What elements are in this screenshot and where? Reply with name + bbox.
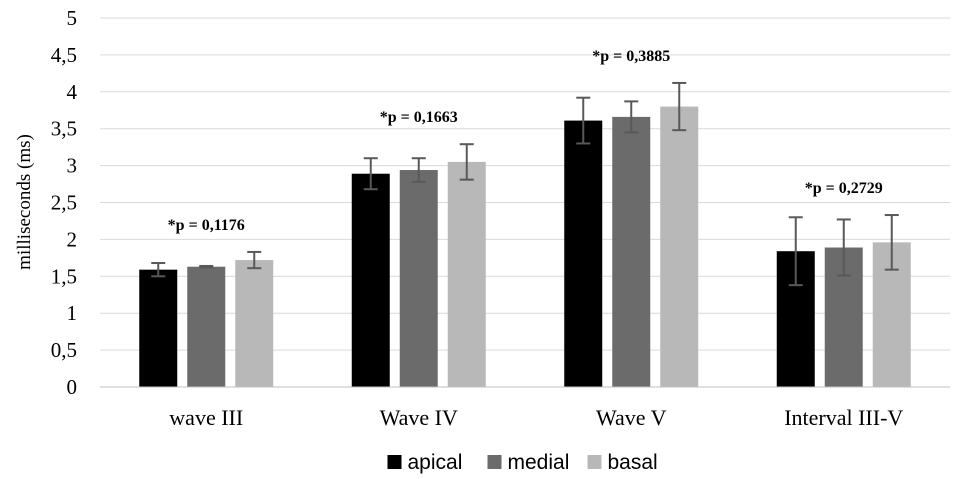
- bars: [139, 106, 911, 387]
- y-tick-label: 5: [67, 6, 78, 30]
- x-axis-categories: wave III Wave IV Wave V Interval III-V: [169, 405, 903, 430]
- x-category-label: Wave IV: [380, 405, 458, 430]
- y-tick-label: 1: [67, 301, 78, 325]
- annotations: *p = 0,1176 *p = 0,1663 *p = 0,3885 *p = 0,…: [168, 48, 883, 234]
- bar-medial: [399, 170, 438, 387]
- p-value-annotation: *p = 0,1663: [380, 109, 458, 126]
- bar-basal: [235, 260, 274, 387]
- x-category-label: Wave V: [596, 405, 667, 430]
- y-tick-label: 0,5: [51, 338, 77, 362]
- y-tick-label: 0: [67, 375, 78, 399]
- legend-swatch-basal: [587, 455, 602, 469]
- legend-swatch-apical: [387, 455, 402, 469]
- bar-medial: [612, 116, 651, 387]
- bar-medial: [187, 266, 226, 387]
- y-tick-label: 2: [67, 227, 78, 251]
- bar-apical: [139, 269, 178, 387]
- legend: apical medial basal: [387, 451, 658, 474]
- p-value-annotation: *p = 0,1176: [168, 217, 245, 234]
- y-tick-label: 1,5: [51, 264, 77, 288]
- y-tick-label: 3: [67, 154, 78, 178]
- bar-apical: [564, 120, 603, 387]
- x-category-label: Interval III-V: [784, 405, 903, 430]
- p-value-annotation: *p = 0,3885: [592, 48, 670, 65]
- bar-basal: [447, 161, 486, 387]
- error-bars: [151, 81, 899, 287]
- legend-label-medial: medial: [508, 451, 570, 474]
- legend-label-basal: basal: [608, 451, 658, 474]
- y-tick-label: 3,5: [51, 117, 77, 141]
- y-tick-label: 4,5: [51, 43, 77, 67]
- y-axis-ticks: 0 0,5 1 1,5 2 2,5 3 3,5 4 4,5 5: [51, 6, 78, 399]
- y-tick-label: 4: [67, 80, 78, 104]
- y-tick-label: 2,5: [51, 191, 77, 215]
- legend-swatch-medial: [487, 455, 502, 469]
- legend-label-apical: apical: [408, 451, 463, 474]
- p-value-annotation: *p = 0,2729: [805, 180, 883, 197]
- bar-basal: [660, 106, 699, 387]
- bar-apical: [351, 173, 390, 387]
- y-axis-label: milliseconds (ms): [14, 134, 35, 270]
- x-category-label: wave III: [169, 405, 243, 430]
